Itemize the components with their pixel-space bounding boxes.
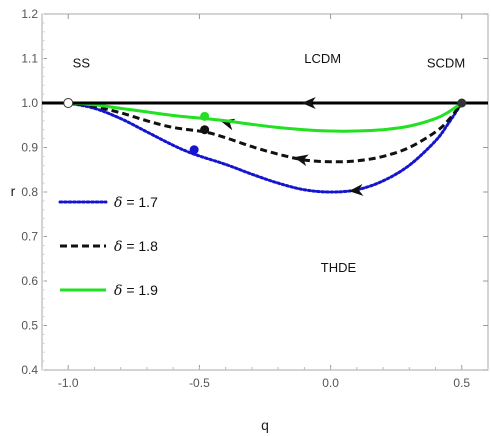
legend-symbol: δ (114, 283, 122, 299)
y-tick-label: 0.5 (21, 319, 38, 333)
series-arrow-1-1 (293, 154, 309, 167)
plot-frame (41, 13, 489, 371)
series-arrow-3-0 (301, 97, 316, 109)
y-tick-label: 1.0 (21, 96, 38, 110)
x-axis-title: q (261, 417, 269, 433)
y-tick-label: 0.7 (21, 230, 38, 244)
legend-label-0: δ = 1.7 (114, 194, 158, 211)
y-tick-label: 1.2 (21, 7, 38, 21)
legend-symbol: δ (114, 195, 122, 211)
point-ss (63, 98, 74, 108)
series-marker-2 (200, 111, 210, 121)
labels: SS LCDM SCDM THDE (73, 51, 465, 275)
annotation-thde: THDE (321, 260, 357, 275)
y-tick-label: 1.1 (21, 52, 38, 66)
series-marker-0 (189, 145, 199, 155)
legend-symbol: δ (114, 239, 122, 255)
series-line-0 (66, 101, 464, 194)
y-tick-label: 0.4 (21, 363, 38, 377)
legend-value: = 1.7 (122, 194, 158, 210)
y-axis-title: r (11, 183, 16, 199)
legend: δ = 1.7δ = 1.8δ = 1.9 (58, 194, 158, 299)
x-tick-label: 0.0 (322, 376, 339, 390)
legend-value: = 1.9 (122, 282, 158, 298)
legend-label-2: δ = 1.9 (114, 282, 158, 299)
legend-label-1: δ = 1.8 (114, 238, 158, 255)
x-tick-label: 0.5 (453, 376, 470, 390)
annotation-scdm: SCDM (427, 55, 465, 70)
series-line-2 (68, 101, 463, 133)
y-tick-label: 0.6 (21, 274, 38, 288)
legend-value: = 1.8 (122, 238, 158, 254)
markers (63, 98, 467, 155)
curves (42, 97, 488, 196)
series-arrow-0-0 (348, 183, 364, 196)
y-tick-label: 0.8 (21, 185, 38, 199)
point-scdm (457, 98, 467, 108)
annotation-lcdm: LCDM (304, 51, 341, 66)
axes: -1.0 -0.5 0.0 0.5 0.4 0.5 0.6 0.7 0.8 0.9 1.0 1.1 1.… (11, 7, 489, 433)
x-tick-label: -0.5 (189, 376, 210, 390)
y-tick-label: 0.9 (21, 141, 38, 155)
series-marker-1 (200, 125, 210, 135)
series-line-1 (68, 101, 463, 164)
annotation-ss: SS (73, 55, 91, 70)
x-tick-label: -1.0 (58, 376, 79, 390)
